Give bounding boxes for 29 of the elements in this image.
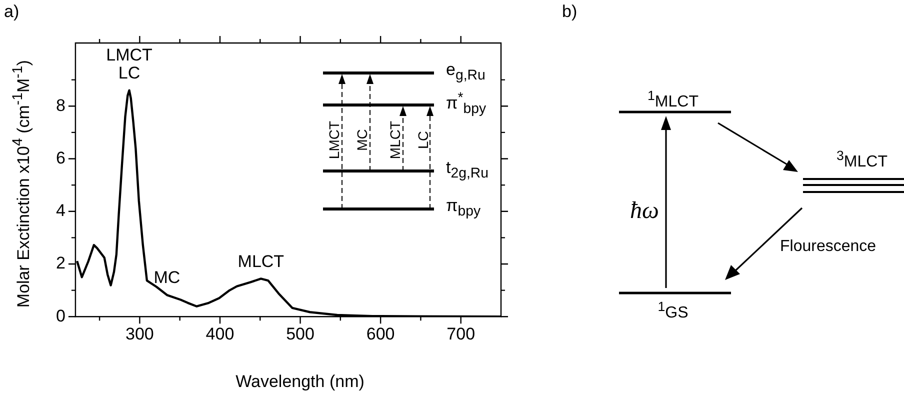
- x-tick-label: 300: [126, 324, 154, 344]
- y-tick-label: 0: [56, 306, 66, 326]
- annotation: MC: [354, 128, 370, 153]
- text: ħω: [630, 198, 659, 225]
- annotation: LMCT: [106, 46, 152, 65]
- chart-title: a): [4, 2, 20, 22]
- x-axis-title: Wavelength (nm): [234, 372, 366, 392]
- annotation: LC: [415, 130, 431, 151]
- annotation: MC: [154, 268, 180, 288]
- x-tick-label: 400: [206, 324, 234, 344]
- x-tick-label: 700: [446, 324, 476, 344]
- annotation: e$_{g,Ru}$: [446, 60, 486, 84]
- x-tick-label: 500: [286, 324, 314, 344]
- annotation: π$_{bpy}$: [446, 196, 481, 220]
- text: b): [562, 2, 578, 22]
- y-tick-label: 2: [56, 254, 66, 273]
- annotation: MLCT: [387, 120, 403, 162]
- text: $^{1}$GS: [656, 299, 690, 322]
- y-tick-label: 4: [56, 201, 66, 220]
- annotation: LMCT: [326, 120, 342, 162]
- y-tick-label: 6: [56, 148, 66, 168]
- text: $^{3}$MLCT: [836, 148, 888, 172]
- annotation: t$_{2g,Ru}$: [446, 158, 489, 182]
- annotation: MLCT: [238, 252, 284, 271]
- x-tick-label: 600: [366, 324, 395, 344]
- y-tick-label: 8: [56, 96, 66, 115]
- text: Flourescence: [780, 238, 876, 256]
- text: $^{1}$MLCT: [646, 88, 700, 112]
- annotation: LC: [118, 64, 140, 83]
